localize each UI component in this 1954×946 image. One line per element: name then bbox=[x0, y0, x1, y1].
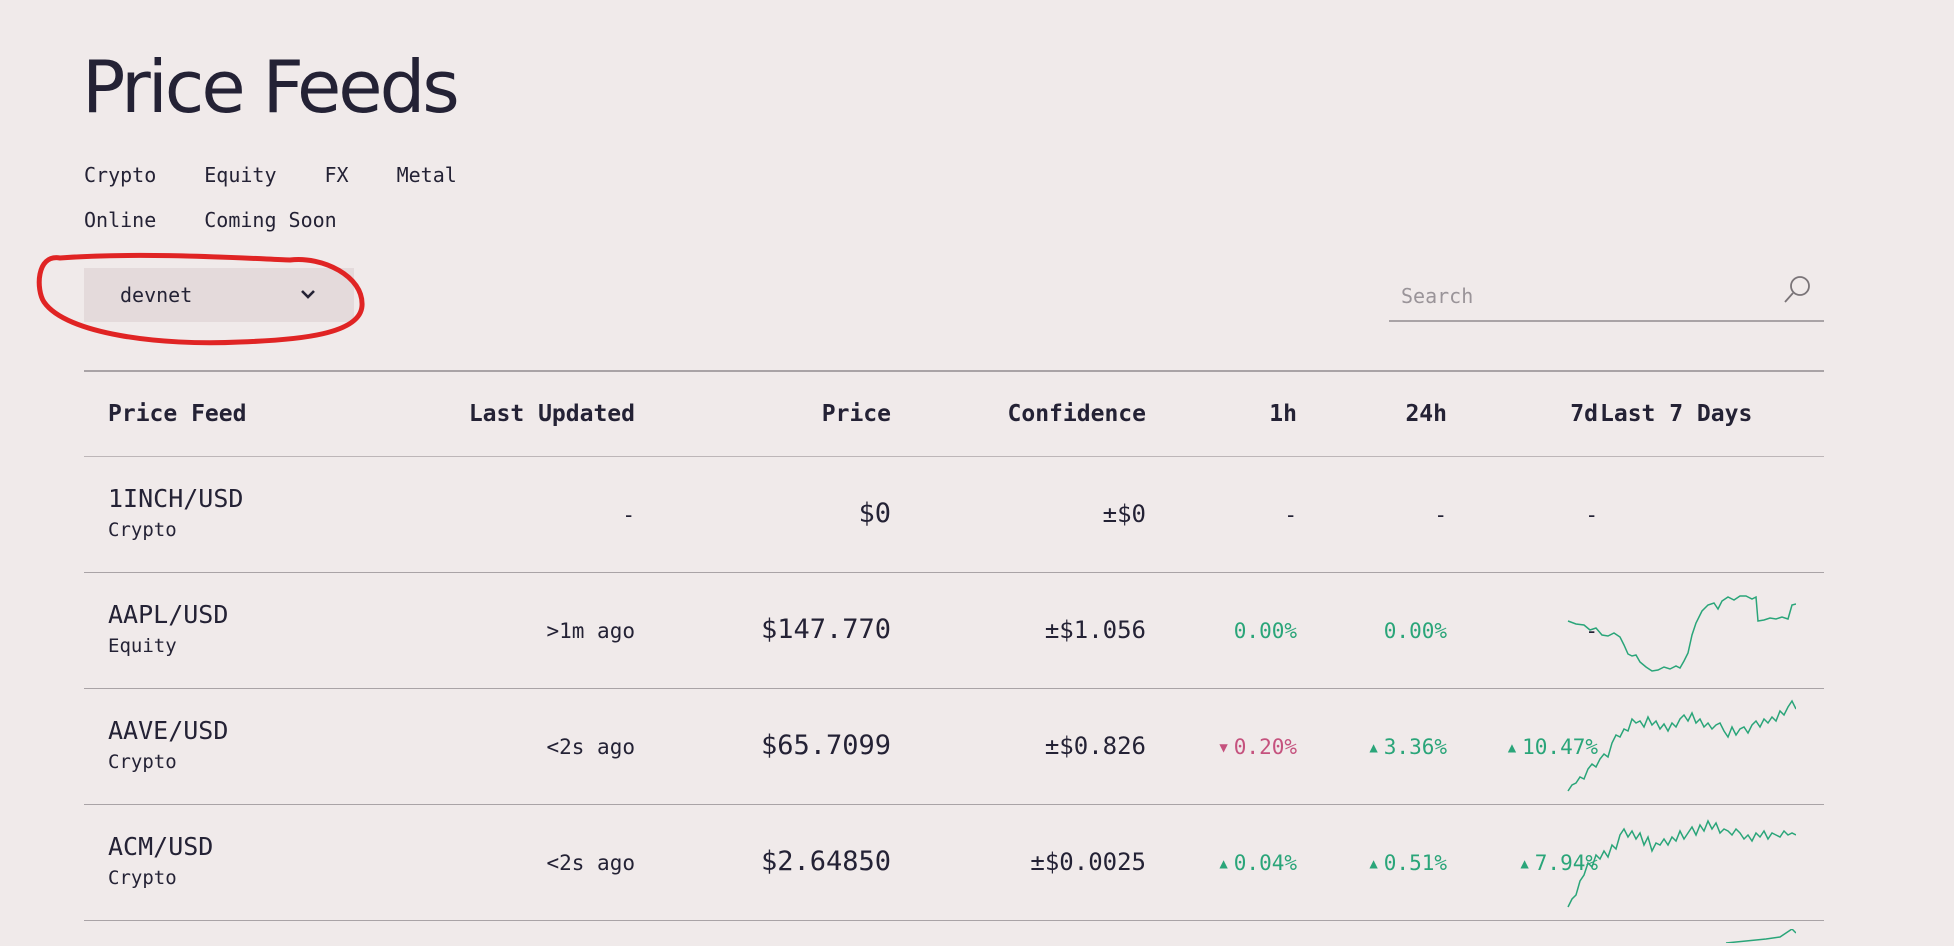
confidence: ±$0 bbox=[1102, 500, 1146, 528]
confidence: ±$0.826 bbox=[1044, 732, 1146, 760]
change-1h: ▲ 0.04% bbox=[1219, 851, 1297, 875]
chevron-down-icon bbox=[301, 290, 315, 299]
search-icon[interactable] bbox=[1782, 274, 1812, 306]
filter-coming-soon[interactable]: Coming Soon bbox=[204, 208, 337, 232]
network-dropdown[interactable]: devnet bbox=[84, 268, 354, 322]
header-last-7-days: Last 7 Days bbox=[1600, 401, 1753, 427]
sparkline-chart bbox=[1567, 819, 1796, 908]
change-24h: ▲ 0.51% bbox=[1369, 851, 1447, 875]
change-24h: - bbox=[1434, 503, 1447, 527]
change-24h: ▲ 3.36% bbox=[1369, 735, 1447, 759]
header-last-updated[interactable]: Last Updated bbox=[468, 401, 635, 427]
table-header: Price Feed Last Updated Price Confidence… bbox=[84, 372, 1824, 457]
search-box bbox=[1389, 272, 1824, 322]
feed-category: Equity bbox=[108, 635, 177, 657]
price: $147.770 bbox=[760, 614, 891, 645]
sparkline-chart bbox=[1567, 595, 1796, 672]
price: $2.64850 bbox=[760, 846, 891, 877]
change-1h: 0.00% bbox=[1233, 619, 1297, 643]
change-7d: - bbox=[1585, 503, 1598, 527]
feed-category: Crypto bbox=[108, 867, 177, 889]
last-updated: <2s ago bbox=[546, 851, 635, 875]
status-filters: Online Coming Soon bbox=[84, 208, 385, 232]
feed-category: Crypto bbox=[108, 751, 177, 773]
last-updated: - bbox=[622, 503, 635, 527]
triangle-up-icon: ▲ bbox=[1520, 856, 1529, 872]
page-title: Price Feeds bbox=[82, 45, 460, 129]
triangle-up-icon: ▲ bbox=[1507, 740, 1517, 756]
change-1h-value: 0.04% bbox=[1233, 851, 1297, 875]
triangle-up-icon: ▲ bbox=[1369, 856, 1378, 872]
change-24h-value: 0.51% bbox=[1383, 851, 1447, 875]
price: $0 bbox=[858, 498, 891, 529]
price-feeds-table: Price Feed Last Updated Price Confidence… bbox=[84, 370, 1824, 943]
header-price-feed[interactable]: Price Feed bbox=[108, 401, 247, 427]
filter-metal[interactable]: Metal bbox=[396, 163, 457, 187]
feed-symbol: AAPL/USD bbox=[108, 600, 229, 629]
table-row[interactable]: AAVE/USD Crypto <2s ago $65.7099 ±$0.826… bbox=[84, 689, 1824, 805]
triangle-down-icon: ▼ bbox=[1219, 740, 1228, 756]
header-24h[interactable]: 24h bbox=[1405, 401, 1447, 427]
change-7d: - bbox=[1585, 619, 1598, 643]
header-confidence[interactable]: Confidence bbox=[1007, 401, 1146, 427]
filter-equity[interactable]: Equity bbox=[204, 163, 277, 187]
feed-symbol: ACM/USD bbox=[108, 832, 214, 861]
header-7d[interactable]: 7d bbox=[1570, 401, 1598, 427]
filter-online[interactable]: Online bbox=[84, 208, 157, 232]
filter-crypto[interactable]: Crypto bbox=[84, 163, 157, 187]
confidence: ±$1.056 bbox=[1044, 616, 1146, 644]
network-selected-value: devnet bbox=[120, 283, 193, 307]
change-7d: ▲ 10.47% bbox=[1508, 735, 1598, 759]
confidence: ±$0.0025 bbox=[1030, 848, 1146, 876]
table-row-partial bbox=[84, 921, 1824, 943]
sparkline-chart bbox=[1567, 699, 1796, 792]
last-updated: >1m ago bbox=[546, 619, 635, 643]
change-24h-value: 3.36% bbox=[1383, 735, 1447, 759]
category-filters: Crypto Equity FX Metal bbox=[84, 163, 505, 187]
last-updated: <2s ago bbox=[546, 735, 635, 759]
triangle-up-icon: ▲ bbox=[1219, 856, 1228, 872]
table-row[interactable]: ACM/USD Crypto <2s ago $2.64850 ±$0.0025… bbox=[84, 805, 1824, 921]
triangle-up-icon: ▲ bbox=[1369, 740, 1378, 756]
change-7d-value: 10.47% bbox=[1522, 735, 1598, 759]
table-row[interactable]: AAPL/USD Equity >1m ago $147.770 ±$1.056… bbox=[84, 573, 1824, 689]
filter-fx[interactable]: FX bbox=[324, 163, 349, 187]
change-1h-value: 0.20% bbox=[1233, 735, 1297, 759]
feed-symbol: AAVE/USD bbox=[108, 716, 229, 745]
search-input[interactable] bbox=[1399, 280, 1763, 312]
table-row[interactable]: 1INCH/USD Crypto - $0 ±$0 - - - bbox=[84, 457, 1824, 573]
change-24h: 0.00% bbox=[1383, 619, 1447, 643]
header-1h[interactable]: 1h bbox=[1269, 401, 1297, 427]
change-1h: ▼ 0.20% bbox=[1219, 735, 1297, 759]
feed-symbol: 1INCH/USD bbox=[108, 484, 244, 513]
sparkline-chart bbox=[1725, 929, 1796, 943]
change-1h: - bbox=[1284, 503, 1297, 527]
feed-category: Crypto bbox=[108, 519, 177, 541]
price: $65.7099 bbox=[760, 730, 891, 761]
header-price[interactable]: Price bbox=[821, 401, 891, 427]
